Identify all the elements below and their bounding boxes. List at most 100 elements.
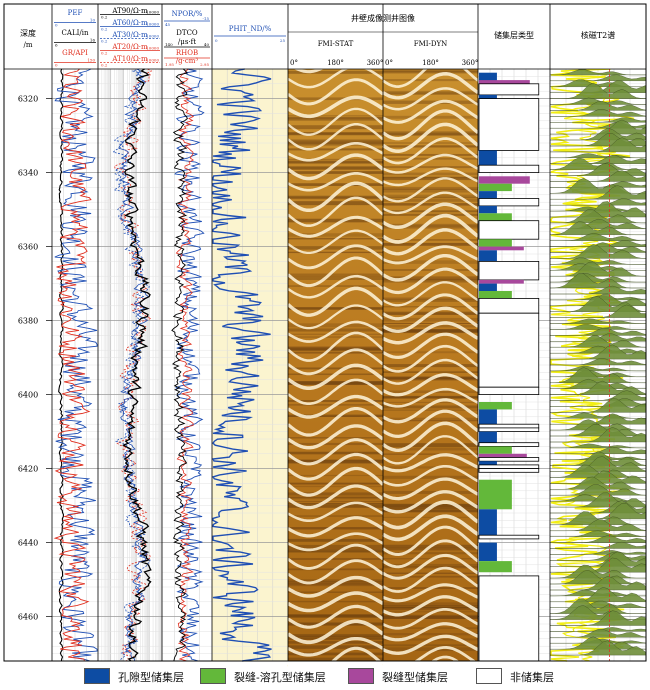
fmi-image-panel [286, 0, 480, 690]
nmr-t2-spectrum [550, 153, 646, 158]
fmi-fracture-trace [382, 109, 480, 141]
fmi-texture-band [383, 198, 478, 202]
nmr-t2-spectrum [550, 519, 647, 531]
nmr-t2-spectrum [549, 273, 646, 289]
fmi-fracture-trace [286, 181, 385, 213]
fmi-fracture-trace [382, 306, 479, 333]
fmi-texture-band [288, 246, 383, 250]
fmi-texture-band [288, 633, 383, 637]
header-curve-unit: /g·cm³ [176, 57, 199, 65]
fmi-texture-band [288, 622, 383, 626]
reservoir-interval-vug [479, 291, 512, 299]
nmr-t2-spectrum [550, 446, 647, 454]
nmr-t2-spectrum [550, 600, 647, 608]
fmi-texture-band [383, 69, 478, 74]
fmi-texture-band [383, 172, 478, 176]
fmi-texture-band [383, 396, 478, 399]
nmr-t2-spectrum [550, 541, 647, 549]
nmr-t2-spectrum [550, 333, 647, 342]
fmi-fracture-trace [382, 525, 479, 556]
nmr-t2-spectrum [550, 476, 646, 490]
legend-swatch-pore [84, 668, 110, 684]
reservoir-interval-pore [479, 191, 497, 199]
legend-label-fracture: 裂缝型储集层 [382, 671, 448, 684]
reservoir-legend: 孔隙型储集层 裂缝-溶孔型储集层 裂缝型储集层 非储集层 [0, 664, 650, 690]
header-scale-max: 10000 [146, 22, 159, 27]
fmi-texture-band [288, 442, 383, 446]
reservoir-interval-pore [479, 283, 497, 291]
header-curve-unit: /μs·ft [178, 38, 196, 46]
nmr-t2-spectrum [550, 108, 647, 117]
fmi-texture-band [383, 419, 478, 422]
fmi-texture-band [383, 224, 478, 229]
nmr-t2-spectrum [550, 456, 647, 472]
fmi-texture-band [288, 195, 383, 199]
track-frames [3, 3, 647, 662]
fmi-texture-band [288, 503, 383, 507]
fmi-texture-band [288, 645, 383, 649]
fmi-texture-band [288, 201, 383, 206]
fmi-fracture-trace [287, 304, 384, 330]
fmi-fracture-trace [287, 196, 384, 227]
reservoir-interval-pore [479, 250, 497, 262]
header-scale-min: 1.95 [165, 62, 174, 67]
fmi-texture-band [383, 153, 478, 156]
reservoir-interval-fracture [479, 176, 530, 184]
legend-label-vug: 裂缝-溶孔型储集层 [234, 671, 326, 684]
header-scale-min: 0.2 [101, 63, 108, 68]
fmi-fracture-trace [382, 490, 479, 514]
fmi-fracture-trace [287, 256, 385, 288]
nmr-t2-spectrum [550, 530, 647, 537]
header-curve-name: NPOR/% [172, 10, 203, 18]
fmi-texture-band [383, 443, 478, 448]
fmi-texture-band [383, 552, 478, 555]
nmr-t2-spectrum [550, 185, 647, 200]
fmi-texture-band [288, 139, 383, 142]
reservoir-interval-pore [479, 94, 497, 99]
depth-axis-unit: /m [24, 41, 33, 49]
fmi-fracture-trace [382, 99, 479, 124]
nmr-t2-spectrum [550, 285, 647, 295]
fmi-texture-band [288, 273, 383, 277]
fmi-fracture-trace [382, 553, 479, 580]
nmr-t2-spectrum [550, 576, 647, 591]
fmi-fracture-trace [287, 78, 384, 106]
nmr-t2-spectrum [549, 221, 646, 235]
curve-dtco [171, 68, 189, 662]
nmr-t2-spectrum [550, 69, 646, 76]
curve-at60 [118, 68, 150, 662]
fmi-fracture-trace [287, 575, 384, 598]
fmi-fracture-trace [287, 559, 384, 585]
fmi-texture-band [383, 614, 478, 616]
depth-tick-label: 6400 [18, 391, 38, 400]
fmi-fracture-trace [287, 141, 384, 162]
reservoir-interval-non [478, 427, 540, 432]
image-tick: 180° [327, 59, 344, 67]
fmi-fracture-trace [286, 363, 385, 390]
header-scale-max: 16 [90, 37, 96, 42]
reservoir-interval-pore [479, 509, 497, 536]
nmr-t2-spectrum [550, 218, 647, 229]
fmi-fracture-trace [382, 608, 479, 630]
fmi-texture-band [288, 635, 383, 638]
reservoir-interval-fracture [479, 279, 524, 284]
fmi-texture-band [288, 557, 383, 560]
header-scale-min: 140 [165, 42, 173, 47]
nmr-t2-spectrum [550, 413, 647, 425]
nmr-t2-spectrum [550, 628, 647, 638]
nmr-t2-spectrum [550, 503, 647, 520]
fmi-texture-band [383, 409, 478, 411]
nmr-t2-spectrum [550, 535, 647, 543]
fmi-texture-band [383, 395, 478, 399]
reservoir-interval-pore [479, 461, 497, 465]
fmi-fracture-trace [287, 229, 384, 255]
fmi-texture-band [383, 223, 478, 228]
fmi-texture-band [288, 323, 383, 328]
fmi-fracture-trace [382, 464, 479, 487]
fmi-texture-band [383, 70, 478, 73]
fmi-texture-band [288, 502, 383, 504]
fmi-fracture-trace [382, 202, 479, 230]
fmi-texture-band [288, 70, 383, 74]
fmi-texture-band [383, 317, 478, 322]
fmi-texture-band [383, 633, 478, 636]
